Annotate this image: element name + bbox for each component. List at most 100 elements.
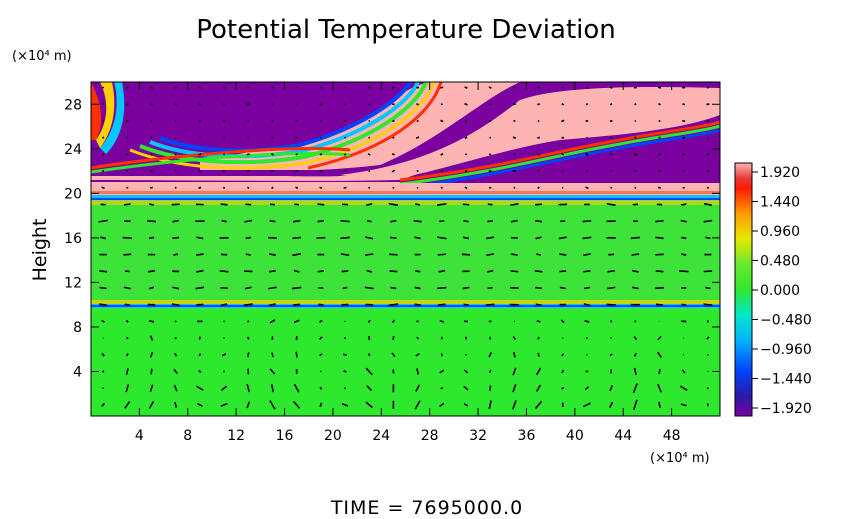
velocity-vector — [488, 352, 493, 358]
velocity-vector — [391, 153, 395, 156]
velocity-vector — [101, 352, 105, 357]
velocity-vector — [319, 320, 323, 323]
velocity-vector — [415, 384, 420, 392]
velocity-vector — [149, 351, 154, 358]
velocity-vector — [196, 402, 203, 407]
velocity-vector — [462, 236, 470, 240]
velocity-vector — [512, 169, 517, 173]
velocity-vector — [319, 153, 323, 156]
velocity-vector — [561, 353, 565, 357]
velocity-vector — [172, 219, 179, 223]
x-tick-label: 24 — [372, 428, 390, 444]
left-cold-strip — [91, 170, 341, 176]
velocity-vector — [125, 368, 129, 375]
velocity-vector — [535, 219, 543, 223]
velocity-vector — [488, 369, 492, 374]
velocity-vector — [537, 336, 540, 340]
velocity-vector — [561, 170, 564, 173]
colorbar-tick-label: 0.960 — [760, 224, 800, 240]
velocity-vector — [440, 386, 444, 390]
velocity-vector — [198, 119, 202, 123]
velocity-vector — [583, 303, 591, 307]
velocity-vector — [630, 236, 640, 240]
velocity-vector — [246, 384, 251, 393]
velocity-vector — [632, 286, 639, 290]
velocity-vector — [658, 368, 661, 375]
velocity-vector — [100, 236, 106, 240]
velocity-vector — [102, 86, 105, 89]
velocity-vector — [558, 236, 567, 240]
chart-title: Potential Temperature Deviation — [196, 15, 616, 45]
velocity-vector — [101, 370, 105, 373]
velocity-vector — [146, 220, 157, 223]
velocity-vector — [246, 153, 250, 156]
velocity-vector — [343, 153, 347, 156]
velocity-vector — [463, 403, 469, 407]
velocity-vector — [487, 269, 494, 273]
velocity-vector — [367, 319, 371, 323]
velocity-vector — [633, 367, 637, 376]
velocity-vector — [585, 336, 589, 340]
velocity-vector — [633, 153, 638, 156]
velocity-vector — [414, 269, 421, 273]
velocity-vector — [486, 253, 495, 257]
velocity-vector — [148, 320, 155, 323]
velocity-vector — [220, 303, 228, 307]
velocity-vector — [247, 320, 250, 323]
warm-band-red-line — [91, 191, 720, 194]
velocity-vector — [317, 220, 325, 223]
velocity-vector — [414, 303, 421, 306]
velocity-vector — [706, 169, 710, 173]
velocity-vector — [319, 103, 323, 106]
velocity-vector — [416, 336, 419, 340]
velocity-vector — [269, 303, 276, 307]
velocity-vector — [510, 203, 519, 206]
velocity-vector — [271, 136, 274, 139]
velocity-vector — [485, 303, 495, 306]
tropopause-blue — [91, 198, 720, 200]
lobe-edge-cyan — [149, 82, 420, 159]
velocity-vector — [682, 136, 686, 139]
velocity-vector — [488, 153, 492, 156]
velocity-vector — [436, 236, 447, 240]
velocity-vector — [706, 86, 710, 89]
velocity-vector — [316, 236, 326, 239]
velocity-vector — [99, 303, 108, 307]
velocity-vector — [561, 119, 565, 123]
velocity-vector — [706, 386, 710, 390]
velocity-vector — [220, 385, 228, 391]
velocity-vector — [246, 401, 251, 409]
velocity-vector — [292, 253, 302, 257]
velocity-vector — [535, 303, 542, 306]
velocity-vector — [439, 369, 445, 374]
velocity-vector — [440, 186, 444, 190]
velocity-vector — [174, 352, 178, 357]
colorbar-tick-label: 0.480 — [760, 254, 800, 270]
x-tick-label: 8 — [183, 428, 192, 444]
velocity-vector — [150, 153, 153, 156]
velocity-vector — [510, 253, 518, 256]
velocity-vector — [464, 169, 468, 173]
velocity-vector — [388, 303, 399, 307]
x-tick-label: 48 — [663, 428, 681, 444]
velocity-vector — [342, 286, 348, 290]
velocity-vector — [392, 186, 395, 189]
velocity-vector — [559, 286, 566, 290]
velocity-vector — [561, 386, 565, 390]
velocity-vector — [391, 352, 396, 358]
velocity-vector — [706, 153, 710, 156]
velocity-vector — [655, 270, 664, 273]
velocity-vector — [634, 320, 637, 323]
velocity-vector — [195, 253, 204, 256]
velocity-vector — [198, 186, 202, 189]
velocity-vector — [318, 336, 323, 340]
velocity-vector — [126, 353, 129, 357]
velocity-vector — [149, 335, 154, 341]
velocity-vector — [101, 402, 106, 407]
velocity-vector — [440, 169, 444, 173]
velocity-vector — [124, 303, 131, 306]
velocity-vector — [222, 86, 226, 89]
velocity-vector — [537, 352, 540, 357]
right-band-edge-green — [399, 124, 720, 186]
velocity-vector — [655, 286, 665, 290]
